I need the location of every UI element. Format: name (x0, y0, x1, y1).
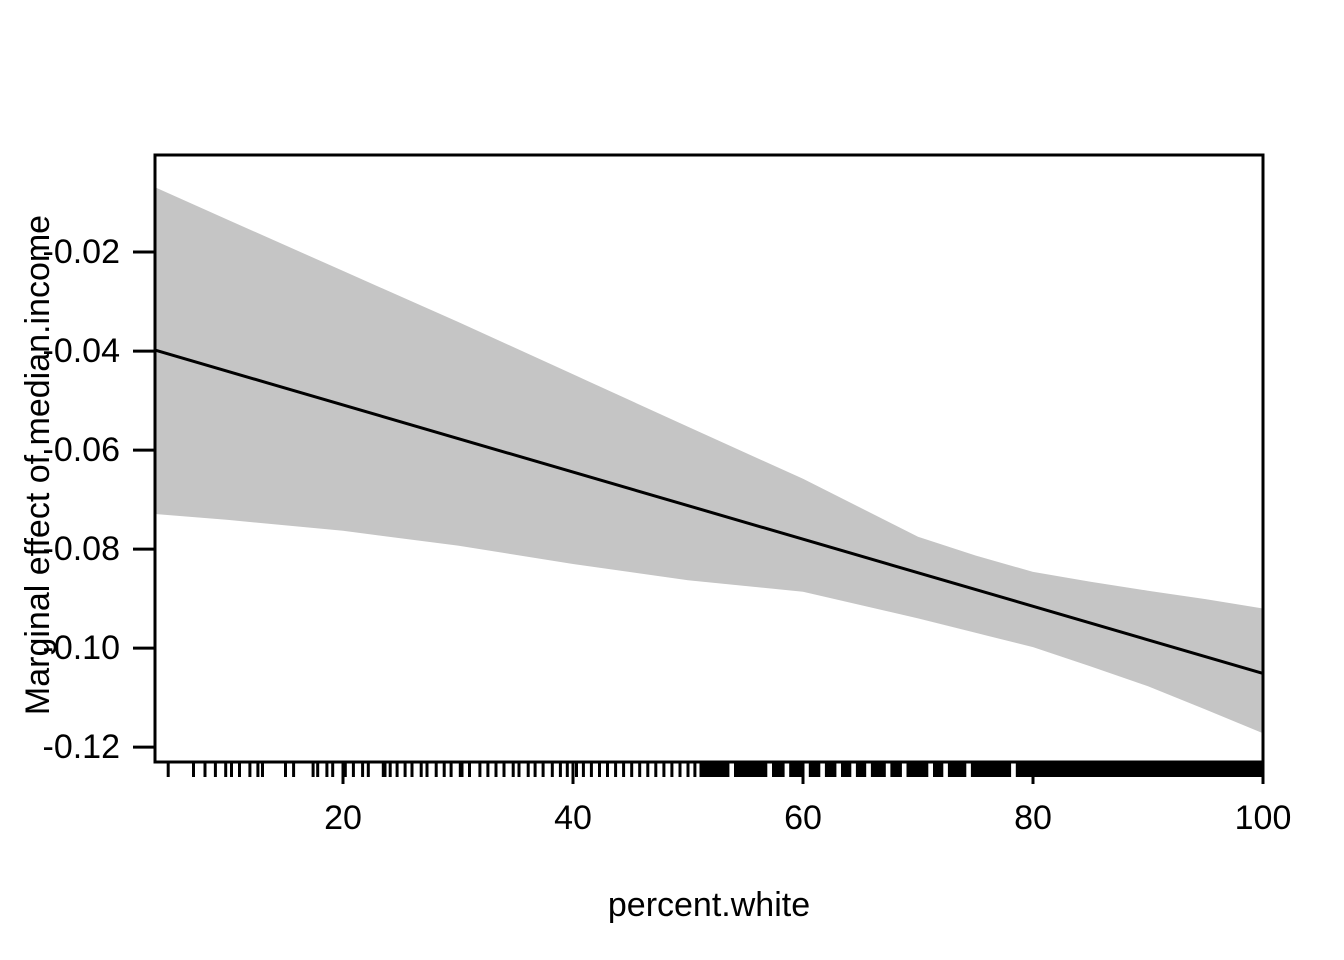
rug-tick (230, 762, 233, 777)
rug-tick (517, 762, 521, 777)
rug-solid-segment (808, 762, 821, 777)
rug-tick (541, 762, 545, 777)
rug-tick (395, 762, 399, 777)
x-tick-label: 60 (784, 799, 822, 837)
rug-solid-segment (699, 762, 730, 777)
rug-solid-segment (870, 762, 886, 777)
rug-tick (203, 762, 207, 777)
rug-solid-segment (933, 762, 944, 777)
rug-tick (166, 762, 170, 777)
rug-solid-segment (890, 762, 902, 777)
rug-tick (442, 762, 446, 777)
rug-tick (630, 762, 634, 777)
fit-line (154, 348, 1264, 675)
rug-tick (410, 762, 414, 777)
y-tick-label: -0.02 (42, 233, 121, 271)
rug-tick (331, 762, 335, 777)
rug-tick (419, 762, 423, 777)
y-tick-label: -0.12 (42, 728, 121, 766)
rug-tick (558, 762, 562, 777)
rug-tick (622, 762, 626, 777)
rug-solid-segment (789, 762, 805, 777)
rug-tick (606, 762, 609, 777)
x-tick-label: 80 (1014, 799, 1052, 837)
rug-tick (670, 762, 674, 777)
rug-tick (486, 762, 490, 777)
rug-tick (662, 762, 666, 777)
rug-tick (284, 762, 287, 777)
rug-tick (248, 762, 252, 777)
plot-box (153, 153, 1265, 764)
rug-tick (381, 762, 385, 777)
rug-tick (192, 762, 195, 777)
rug-tick (614, 762, 618, 777)
rug-tick (589, 762, 593, 777)
rug-solid-segment (841, 762, 852, 777)
x-tick-label: 40 (554, 799, 592, 837)
rug-tick (458, 762, 462, 777)
rug-tick (460, 762, 464, 777)
rug-tick (678, 762, 682, 777)
rug-tick (224, 762, 228, 777)
rug-tick (366, 762, 370, 777)
rug-tick (550, 762, 554, 777)
rug-tick (449, 762, 453, 777)
rug-tick (581, 762, 585, 777)
rug-solid-segment (1015, 762, 1263, 777)
rug-tick (638, 762, 642, 777)
x-tick-label: 20 (324, 799, 362, 837)
confidence-band (155, 187, 1263, 734)
rug-tick (388, 762, 392, 777)
y-tick-label: -0.06 (42, 431, 121, 469)
rug-tick (526, 762, 530, 777)
rug-tick (533, 762, 537, 777)
rug-tick (502, 762, 506, 777)
rug-tick (646, 762, 650, 777)
rug-tick (361, 762, 365, 777)
rug-solid-segment (906, 762, 929, 777)
rug-tick (238, 762, 241, 777)
rug-tick (383, 762, 387, 777)
rug-tick (598, 762, 601, 777)
rug-tick (256, 762, 260, 777)
rug-tick (425, 762, 429, 777)
rug-tick (434, 762, 438, 777)
rug-tick (494, 762, 498, 777)
rug-tick (351, 762, 355, 777)
x-axis-title: percent.white (607, 886, 811, 924)
rug-solid-segment (824, 762, 837, 777)
rug-tick (261, 762, 264, 777)
rug-tick (654, 762, 658, 777)
rug-tick (575, 762, 578, 777)
rug-tick (325, 762, 329, 777)
rug-solid-segment (947, 762, 967, 777)
rug-tick (292, 762, 296, 777)
y-tick-label: -0.10 (42, 629, 121, 667)
rug-tick (343, 762, 347, 777)
rug-tick (686, 762, 690, 777)
rug-tick (693, 762, 697, 777)
rug-tick (468, 762, 471, 777)
rug-tick (478, 762, 482, 777)
rug-solid-segment (734, 762, 768, 777)
rug-tick (511, 762, 515, 777)
rug-solid-segment (855, 762, 867, 777)
rug-solid-segment (772, 762, 785, 777)
rug-tick (213, 762, 217, 777)
rug-tick (565, 762, 569, 777)
y-tick-label: -0.08 (42, 530, 121, 568)
rug-tick (316, 762, 320, 777)
rug-tick (311, 762, 315, 777)
x-tick-label: 100 (1234, 799, 1292, 837)
rug-solid-segment (970, 762, 1012, 777)
y-tick-label: -0.04 (42, 332, 121, 370)
rug-tick (403, 762, 407, 777)
